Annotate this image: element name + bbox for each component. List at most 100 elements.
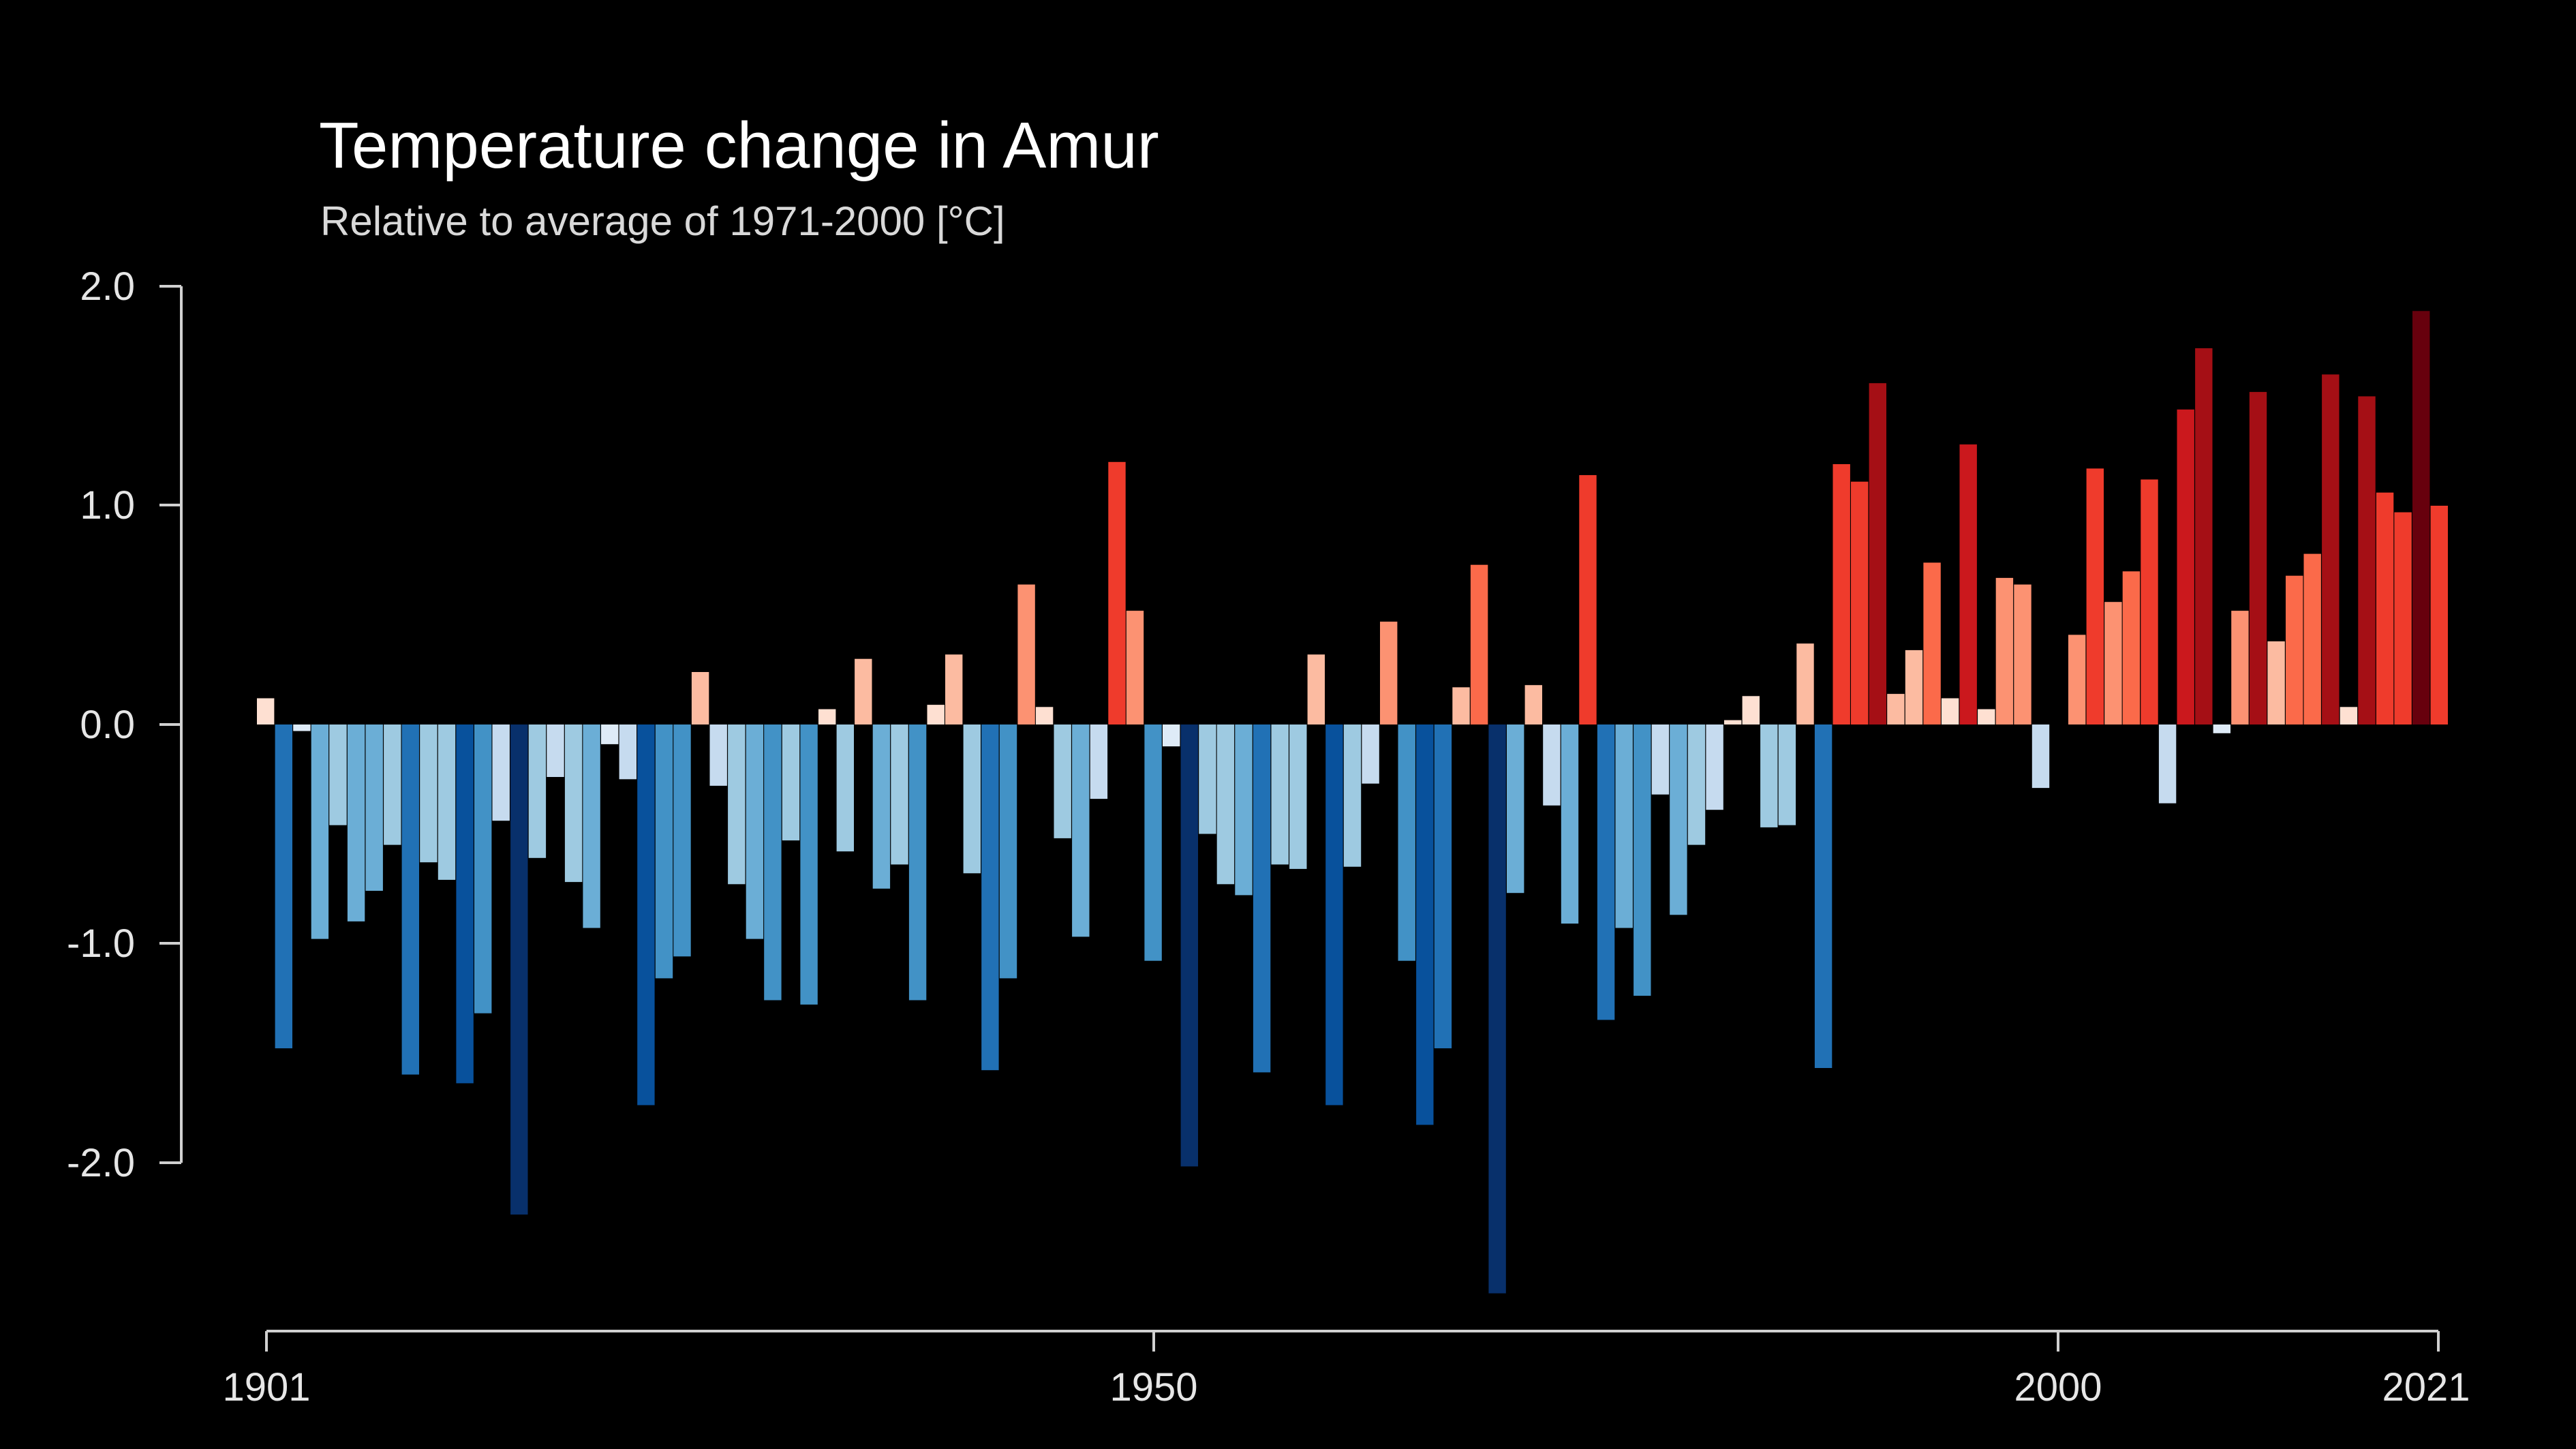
bar-2013 bbox=[2286, 575, 2303, 724]
bar-1947 bbox=[1090, 724, 1108, 799]
chart-subtitle: Relative to average of 1971-2000 [°C] bbox=[320, 198, 1005, 244]
bar-2012 bbox=[2267, 641, 2285, 724]
y-axis-ticks: 2.0 1.0 0.0 -1.0 -2.0 bbox=[67, 264, 181, 1185]
bar-1982 bbox=[1724, 720, 1742, 724]
y-tick-label: 1.0 bbox=[80, 483, 135, 528]
bar-series bbox=[257, 311, 2448, 1294]
x-tick-label: 1901 bbox=[222, 1365, 310, 1409]
bar-1956 bbox=[1253, 724, 1271, 1073]
bar-2014 bbox=[2303, 553, 2321, 724]
bar-1999 bbox=[2031, 724, 2050, 789]
bar-1937 bbox=[908, 724, 927, 1001]
bar-1918 bbox=[564, 724, 583, 883]
bar-1924 bbox=[673, 724, 691, 957]
bar-1988 bbox=[1833, 464, 1850, 724]
bar-1942 bbox=[999, 724, 1017, 979]
bar-1950 bbox=[1144, 724, 1162, 961]
bar-2019 bbox=[2394, 512, 2412, 724]
bar-1941 bbox=[981, 724, 999, 1071]
x-tick-label: 2000 bbox=[2014, 1365, 2102, 1409]
bar-1932 bbox=[818, 709, 836, 724]
bar-1936 bbox=[891, 724, 908, 865]
bar-1917 bbox=[547, 724, 564, 777]
bar-1968 bbox=[1470, 564, 1488, 724]
bar-1923 bbox=[655, 724, 673, 979]
bar-1987 bbox=[1814, 724, 1833, 1068]
bar-1992 bbox=[1905, 650, 1923, 724]
bar-1995 bbox=[1959, 444, 1977, 724]
bar-1938 bbox=[927, 705, 945, 724]
bar-1994 bbox=[1941, 698, 1959, 724]
bar-1914 bbox=[492, 724, 510, 821]
y-tick-label: -1.0 bbox=[67, 921, 135, 966]
chart-title: Temperature change in Amur bbox=[319, 109, 1159, 182]
bar-1969 bbox=[1488, 724, 1506, 1294]
bar-2020 bbox=[2412, 311, 2430, 724]
bar-2016 bbox=[2340, 707, 2358, 724]
bar-1925 bbox=[691, 672, 709, 724]
bar-2008 bbox=[2195, 348, 2213, 724]
bar-1919 bbox=[583, 724, 600, 928]
bar-1986 bbox=[1796, 643, 1814, 724]
bar-1907 bbox=[365, 724, 383, 891]
bar-1929 bbox=[764, 724, 782, 1001]
bar-1940 bbox=[963, 724, 981, 874]
bar-1926 bbox=[709, 724, 727, 786]
bar-1930 bbox=[782, 724, 800, 841]
bar-2007 bbox=[2177, 409, 2194, 724]
bar-1949 bbox=[1126, 611, 1144, 724]
x-tick-label: 2021 bbox=[2382, 1365, 2470, 1409]
bar-1946 bbox=[1072, 724, 1090, 937]
y-tick-label: 0.0 bbox=[80, 703, 135, 747]
bar-1934 bbox=[855, 658, 872, 724]
bar-1993 bbox=[1923, 562, 1941, 724]
bar-1906 bbox=[347, 724, 365, 921]
bar-1979 bbox=[1670, 724, 1687, 915]
bar-1998 bbox=[2014, 584, 2031, 724]
bar-1980 bbox=[1687, 724, 1706, 845]
bar-1922 bbox=[637, 724, 655, 1105]
bar-1997 bbox=[1995, 577, 2014, 724]
bar-1910 bbox=[420, 724, 438, 863]
bar-2015 bbox=[2322, 374, 2340, 724]
bar-1944 bbox=[1035, 707, 1054, 724]
bar-1977 bbox=[1634, 724, 1651, 996]
bar-1945 bbox=[1054, 724, 1071, 838]
bar-2006 bbox=[2158, 724, 2177, 804]
bar-1951 bbox=[1163, 724, 1180, 747]
bar-2005 bbox=[2141, 479, 2158, 724]
bar-1912 bbox=[456, 724, 474, 1084]
bar-2002 bbox=[2086, 468, 2104, 724]
bar-1990 bbox=[1869, 383, 1886, 724]
bar-1933 bbox=[836, 724, 854, 852]
bar-1996 bbox=[1978, 709, 1995, 724]
bar-2010 bbox=[2231, 611, 2249, 724]
bar-1913 bbox=[474, 724, 492, 1013]
bar-1978 bbox=[1651, 724, 1670, 795]
bar-1931 bbox=[800, 724, 818, 1005]
bar-1958 bbox=[1289, 724, 1307, 869]
bar-1911 bbox=[438, 724, 456, 880]
bar-1975 bbox=[1597, 724, 1615, 1020]
bar-1976 bbox=[1615, 724, 1633, 928]
bar-2018 bbox=[2376, 492, 2394, 724]
bar-1954 bbox=[1216, 724, 1235, 885]
bar-1964 bbox=[1398, 724, 1415, 961]
x-axis-ticks: 1901 1950 2000 2021 bbox=[222, 1331, 2470, 1409]
bar-1984 bbox=[1760, 724, 1778, 827]
bar-1904 bbox=[311, 724, 329, 939]
bar-1974 bbox=[1579, 475, 1597, 724]
bar-1961 bbox=[1343, 724, 1362, 867]
bar-2011 bbox=[2249, 392, 2267, 724]
bar-1927 bbox=[728, 724, 746, 885]
bar-2003 bbox=[2104, 602, 2122, 724]
bar-2001 bbox=[2068, 635, 2086, 724]
bar-2004 bbox=[2122, 571, 2141, 724]
bar-1967 bbox=[1452, 687, 1470, 724]
bar-1935 bbox=[872, 724, 891, 889]
bar-1903 bbox=[293, 724, 311, 731]
bar-1971 bbox=[1524, 685, 1542, 724]
bar-1905 bbox=[329, 724, 347, 825]
bar-1957 bbox=[1271, 724, 1289, 865]
